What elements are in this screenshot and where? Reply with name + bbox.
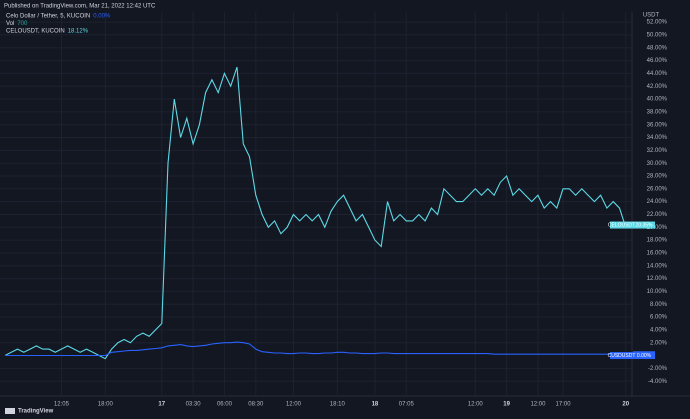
- y-tick-label: 6.00%: [650, 315, 668, 321]
- y-tick-label: -4.00%: [648, 379, 668, 385]
- x-tick-label: 12:05: [54, 402, 70, 408]
- x-tick-label: 20: [622, 402, 629, 408]
- x-tick-label: 12:00: [286, 402, 302, 408]
- x-tick-label: 18:00: [98, 402, 114, 408]
- y-tick-label: 32.00%: [647, 148, 668, 154]
- logo: TradingView: [18, 409, 54, 415]
- legend-label: Celo Dollar / Tether, 5, KUCOIN: [6, 14, 90, 20]
- x-tick-label: 17: [158, 402, 165, 408]
- price-tag-name-bg: [610, 221, 633, 229]
- y-tick-label: 34.00%: [647, 135, 668, 141]
- price-tag-name-bg: [610, 352, 633, 360]
- price-tag: [633, 221, 655, 229]
- y-tick-label: 4.00%: [650, 327, 668, 333]
- y-tick-label: 18.00%: [647, 238, 668, 244]
- y-tick-label: 8.00%: [650, 302, 668, 308]
- y-tick-label: 50.00%: [647, 33, 668, 39]
- x-tick-label: 12:00: [530, 402, 546, 408]
- x-tick-label: 12:00: [468, 402, 484, 408]
- y-tick-label: 38.00%: [647, 109, 668, 115]
- y-tick-label: 24.00%: [647, 199, 668, 205]
- y-tick-label: 30.00%: [647, 161, 668, 167]
- y-tick-label: -2.00%: [648, 366, 668, 372]
- y-tick-label: 16.00%: [647, 251, 668, 257]
- x-tick-label: 08:30: [248, 402, 264, 408]
- y-tick-label: 2.00%: [650, 340, 668, 346]
- price-tag-label: 0.00%: [637, 353, 652, 359]
- y-tick-label: 10.00%: [647, 289, 668, 295]
- price-tag: [633, 352, 655, 360]
- legend-value: 18.12%: [68, 29, 89, 35]
- logo-icon: [5, 408, 15, 414]
- y-tick-label: 26.00%: [647, 186, 668, 192]
- x-tick-label: 18: [372, 402, 379, 408]
- x-tick-label: 03:30: [186, 402, 202, 408]
- x-tick-label: 19: [503, 402, 510, 408]
- x-tick-label: 17:00: [556, 402, 572, 408]
- y-tick-label: 28.00%: [647, 174, 668, 180]
- axis-unit: USDT: [643, 13, 660, 19]
- y-tick-label: 36.00%: [647, 122, 668, 128]
- series-line: [4, 66, 632, 360]
- x-tick-label: 07:05: [399, 402, 415, 408]
- series-line: [5, 341, 632, 357]
- y-tick-label: 22.00%: [647, 212, 668, 218]
- x-tick-label: 18:10: [330, 402, 346, 408]
- price-tag-name: CUSDUSDT: [608, 353, 636, 359]
- legend-label: Vol: [6, 21, 14, 27]
- published-note: Published on TradingView.com, Mar 21, 20…: [4, 4, 156, 10]
- price-tag-name: CELOUSDT: [608, 222, 635, 228]
- y-tick-label: 14.00%: [647, 263, 668, 269]
- y-tick-label: 20.00%: [647, 225, 668, 231]
- y-tick-label: 12.00%: [647, 276, 668, 282]
- y-tick-label: 46.00%: [647, 58, 668, 64]
- price-tag-label: 20.35%: [636, 222, 654, 228]
- y-tick-label: 44.00%: [647, 71, 668, 77]
- x-tick-label: 06:00: [217, 402, 233, 408]
- y-tick-label: 48.00%: [647, 45, 668, 51]
- legend-value: 700: [17, 21, 28, 27]
- y-tick-label: 52.00%: [647, 20, 668, 26]
- legend-label: CELOUSDT, KUCOIN: [6, 29, 65, 35]
- legend-value: 0.00%: [93, 14, 111, 20]
- y-tick-label: 42.00%: [647, 84, 668, 90]
- y-tick-label: 40.00%: [647, 97, 668, 103]
